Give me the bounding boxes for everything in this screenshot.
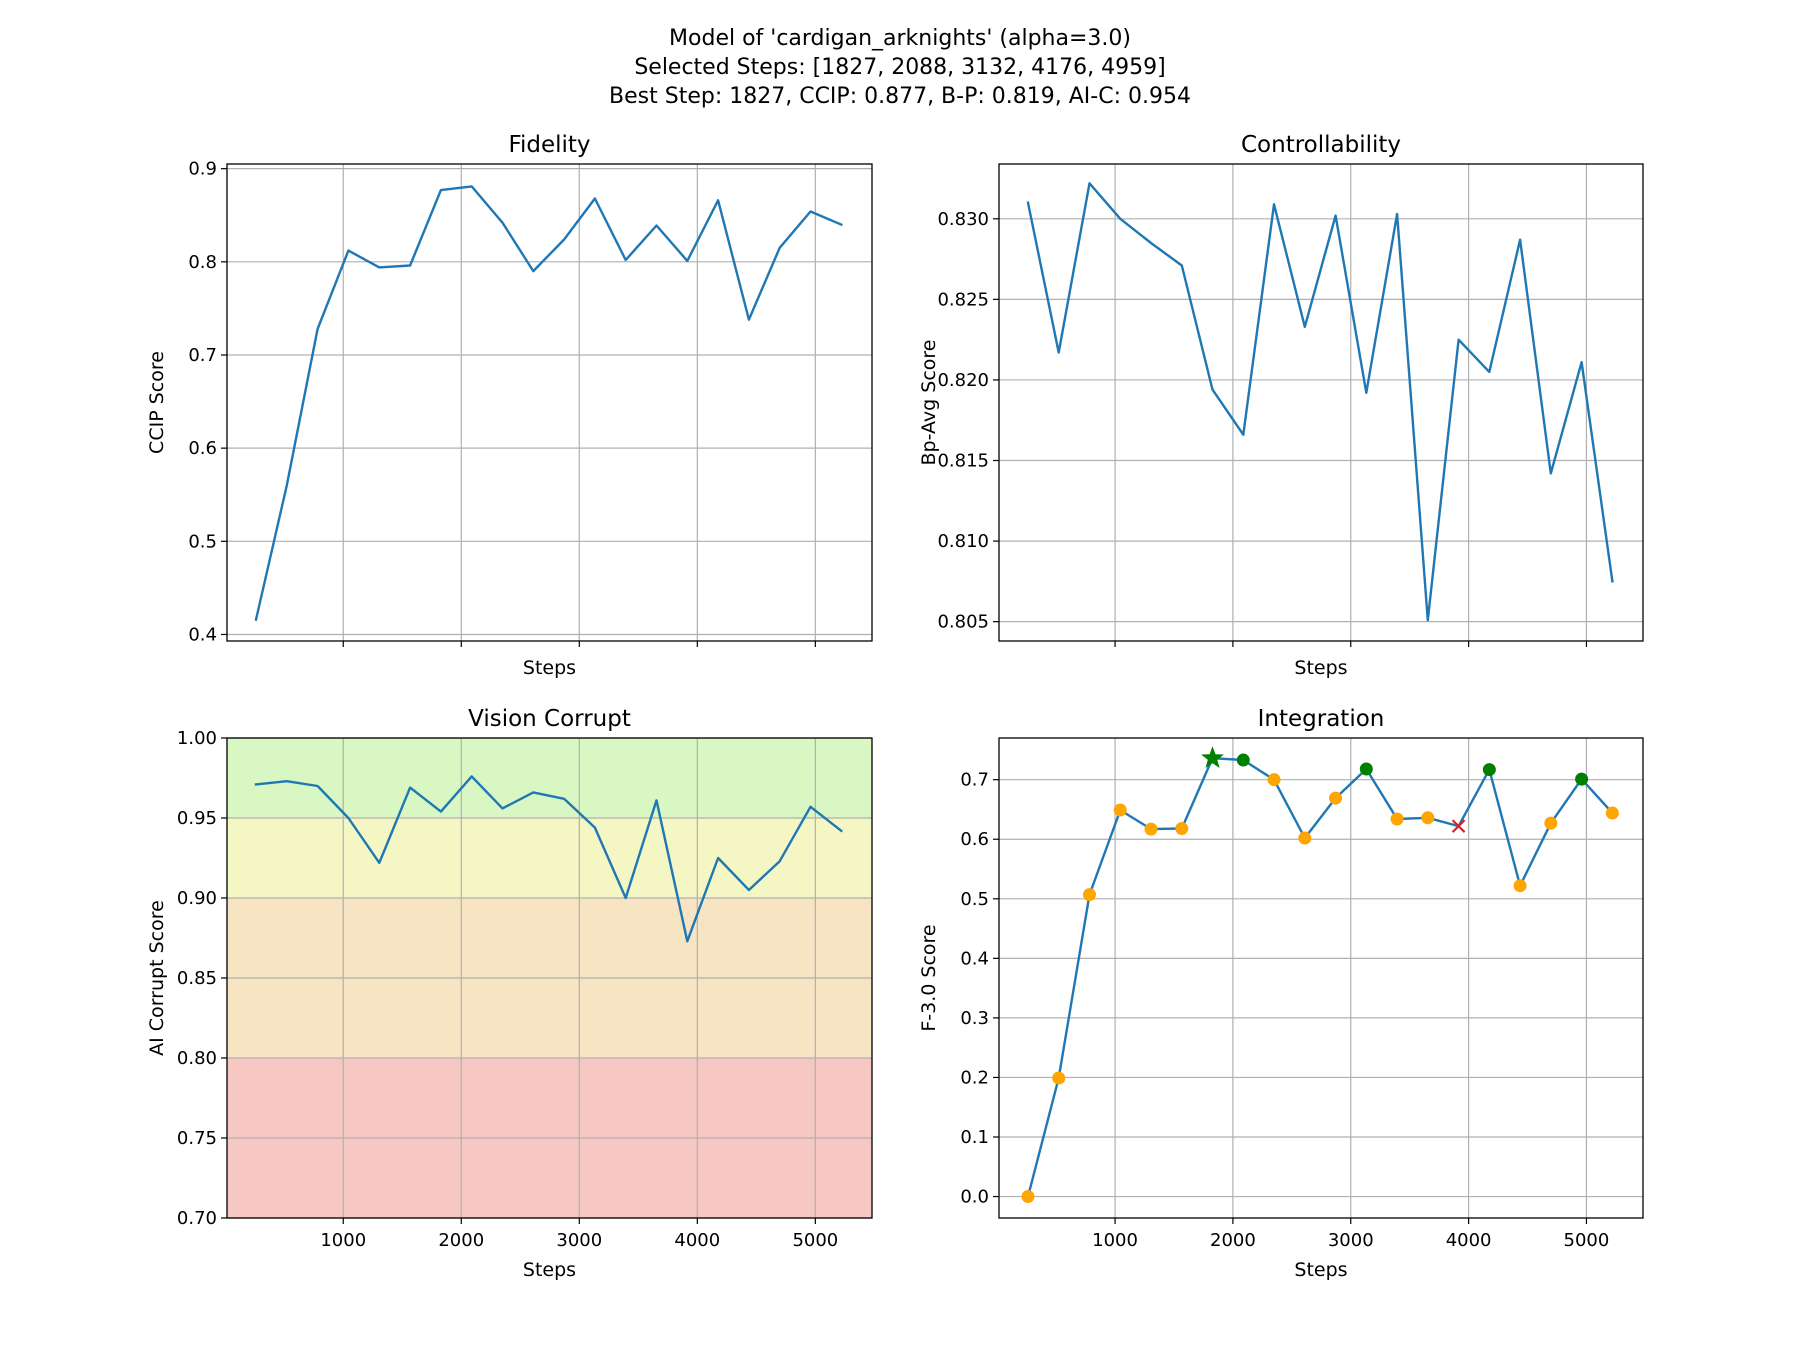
y-tick-label: 0.70 <box>177 1208 217 1229</box>
x-tick-label: 5000 <box>1564 1230 1610 1251</box>
data-point <box>1052 1071 1066 1085</box>
series-line <box>254 775 843 943</box>
y-tick-label: 0.810 <box>937 531 989 552</box>
best-step-star <box>1201 746 1224 768</box>
data-point <box>1605 806 1619 820</box>
y-axis-label: F-3.0 Score <box>918 924 940 1031</box>
excluded-step-cross <box>1451 819 1466 833</box>
score-band-0 <box>227 738 872 818</box>
vision-corrupt-chart: 1000 2000 3000 4000 5000 0.70 0.75 0.80 0.85 0.90… <box>146 706 873 1281</box>
x-tick-label: 1000 <box>320 1230 366 1251</box>
fidelity-chart: 0.4 0.5 0.6 0.7 0.8 0.9 Fidelity Steps CCIP Scor… <box>146 132 873 679</box>
x-tick-label: 1000 <box>1092 1230 1138 1251</box>
y-tick-label: 0.85 <box>177 968 217 989</box>
data-point <box>1113 803 1127 817</box>
y-tick-label: 0.805 <box>937 612 989 633</box>
y-tick-label: 0.815 <box>937 451 989 472</box>
y-tick-label: 0.7 <box>960 770 989 791</box>
chart-title: Integration <box>1258 706 1385 732</box>
selected-step-point <box>1236 753 1250 767</box>
axes-frame <box>998 737 1644 1219</box>
y-axis-label: Bp-Avg Score <box>918 340 940 466</box>
integration-chart: 1000 2000 3000 4000 5000 0.0 0.1 0.2 0.3 0.4 0.5 0.… <box>918 706 1644 1281</box>
data-point <box>1544 816 1558 830</box>
suptitle-line-2: Selected Steps: [1827, 2088, 3132, 4176,… <box>634 55 1165 80</box>
x-tick-label: 5000 <box>792 1230 838 1251</box>
data-point <box>1175 822 1189 836</box>
data-point <box>1390 812 1404 826</box>
y-tick-label: 0.7 <box>188 345 217 366</box>
y-tick-label: 0.8 <box>188 252 217 273</box>
selected-step-point <box>1482 763 1496 777</box>
data-point <box>1021 1190 1035 1204</box>
x-tick-label: 3000 <box>556 1230 602 1251</box>
x-axis-label: Steps <box>523 657 576 679</box>
x-axis-label: Steps <box>1294 1259 1347 1281</box>
y-tick-label: 0.9 <box>188 159 217 180</box>
series-line <box>254 185 843 622</box>
selected-step-point <box>1575 772 1589 786</box>
y-tick-label: 0.5 <box>960 889 989 910</box>
y-tick-label: 0.1 <box>960 1127 989 1148</box>
x-tick-label: 2000 <box>1210 1230 1256 1251</box>
data-point <box>1421 811 1435 825</box>
chart-title: Vision Corrupt <box>468 706 631 732</box>
data-point <box>1144 822 1158 836</box>
controllability-chart: 0.805 0.810 0.815 0.820 0.825 0.830 Controllab… <box>918 132 1644 679</box>
selected-step-point <box>1359 762 1373 776</box>
y-tick-label: 0.95 <box>177 808 217 829</box>
y-tick-label: 0.4 <box>960 948 989 969</box>
x-axis-label: Steps <box>523 1259 576 1281</box>
y-tick-label: 0.75 <box>177 1128 217 1149</box>
data-point <box>1298 831 1312 845</box>
y-tick-label: 0.5 <box>188 531 217 552</box>
data-point <box>1267 773 1281 787</box>
data-point <box>1329 791 1343 805</box>
y-tick-label: 0.4 <box>188 624 217 645</box>
y-tick-label: 0.820 <box>937 370 989 391</box>
y-tick-label: 0.90 <box>177 888 217 909</box>
y-tick-label: 0.830 <box>937 209 989 230</box>
y-tick-label: 0.0 <box>960 1187 989 1208</box>
y-tick-label: 0.825 <box>937 289 989 310</box>
y-tick-label: 1.00 <box>177 728 217 749</box>
y-tick-label: 0.2 <box>960 1067 989 1088</box>
suptitle-line-3: Best Step: 1827, CCIP: 0.877, B-P: 0.819… <box>609 84 1191 109</box>
y-tick-label: 0.6 <box>960 829 989 850</box>
x-axis-label: Steps <box>1294 657 1347 679</box>
chart-title: Controllability <box>1241 132 1401 158</box>
y-tick-label: 0.3 <box>960 1008 989 1029</box>
x-tick-label: 4000 <box>674 1230 720 1251</box>
chart-title: Fidelity <box>508 132 590 158</box>
y-tick-label: 0.6 <box>188 438 217 459</box>
data-point <box>1083 888 1097 902</box>
x-tick-label: 2000 <box>438 1230 484 1251</box>
suptitle-line-1: Model of 'cardigan_arknights' (alpha=3.0… <box>669 26 1131 51</box>
x-tick-label: 4000 <box>1446 1230 1492 1251</box>
axes-frame <box>998 163 1644 642</box>
series-line <box>1026 182 1614 622</box>
axes-frame <box>226 163 873 642</box>
data-point <box>1513 879 1527 893</box>
x-tick-label: 3000 <box>1328 1230 1374 1251</box>
score-band-1 <box>227 818 872 898</box>
y-tick-label: 0.80 <box>177 1048 217 1069</box>
y-axis-label: CCIP Score <box>146 351 168 454</box>
y-axis-label: AI Corrupt Score <box>146 900 168 1056</box>
